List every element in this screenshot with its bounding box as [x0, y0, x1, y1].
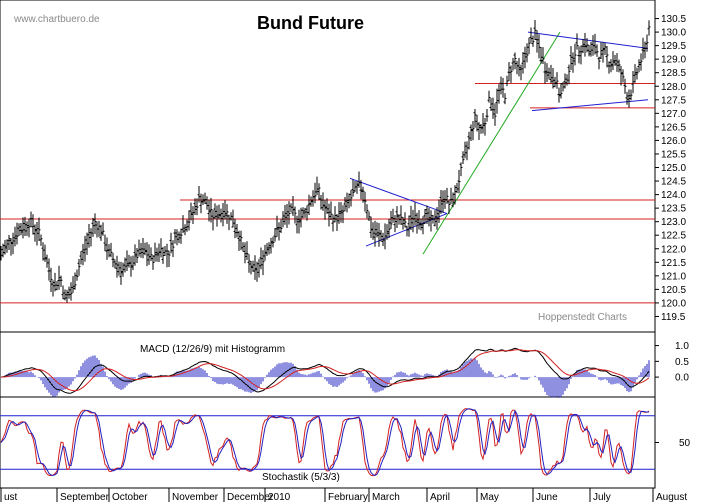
price-y-tick-label: 130.0 — [661, 28, 686, 39]
stoch-y-tick-label: 50 — [679, 438, 691, 449]
x-tick-label: October — [112, 492, 148, 502]
macd-signal-line — [0, 349, 650, 392]
price-y-tick-label: 120.5 — [661, 285, 686, 296]
stoch-d-line — [0, 408, 650, 476]
x-tick-label: February — [328, 492, 368, 502]
macd-y-tick-label: 0.5 — [675, 357, 689, 368]
x-tick-label: April — [430, 492, 450, 502]
price-y-tick-label: 125.5 — [661, 149, 686, 160]
x-tick-label: June — [536, 492, 558, 502]
price-y-tick-label: 125.0 — [661, 163, 686, 174]
x-tick-label: December — [227, 492, 274, 502]
x-tick-label: 2010 — [268, 492, 291, 502]
price-panel-frame — [0, 0, 656, 333]
price-panel — [0, 19, 655, 304]
macd-y-tick-label: 0.0 — [675, 373, 689, 384]
price-y-tick-label: 123.5 — [661, 204, 686, 215]
macd-y-tick-label: 1.0 — [675, 341, 689, 352]
price-y-tick-label: 128.0 — [661, 82, 686, 93]
price-y-tick-label: 128.5 — [661, 68, 686, 79]
stoch-k-line — [0, 408, 650, 477]
price-y-tick-label: 127.5 — [661, 95, 686, 106]
x-tick-label: March — [372, 492, 400, 502]
price-y-tick-label: 119.5 — [661, 312, 686, 323]
trend-line-2 — [422, 31, 561, 255]
x-tick-label: September — [60, 492, 110, 502]
price-y-tick-label: 121.5 — [661, 258, 686, 269]
price-y-tick-label: 120.0 — [661, 298, 686, 309]
price-y-tick-label: 126.0 — [661, 136, 686, 147]
price-y-tick-label: 123.0 — [661, 217, 686, 228]
macd-title: MACD (12/26/9) mit Histogramm — [140, 344, 285, 355]
price-y-tick-label: 126.5 — [661, 122, 686, 133]
trend-line-3 — [527, 31, 649, 49]
x-tick-label: August — [656, 492, 687, 502]
price-y-tick-label: 130.5 — [661, 14, 686, 25]
watermark: www.chartbuero.de — [13, 14, 100, 25]
x-tick-label: November — [172, 492, 219, 502]
chart-title: Bund Future — [257, 13, 364, 33]
price-y-tick-label: 127.0 — [661, 109, 686, 120]
price-y-tick-label: 122.0 — [661, 244, 686, 255]
credit-label: Hoppenstedt Charts — [538, 312, 627, 323]
trend-line-4 — [531, 99, 649, 112]
x-tick-label: May — [480, 492, 499, 502]
price-y-tick-label: 124.0 — [661, 190, 686, 201]
axis-ticks: 119.5 120.0 120.5 121.0 121.5 122.0 122.5 123.0… — [0, 14, 687, 502]
price-y-tick-label: 124.5 — [661, 177, 686, 188]
trend-line-0 — [349, 177, 448, 215]
x-tick-label: ust — [4, 492, 18, 502]
price-y-tick-label: 129.0 — [661, 55, 686, 66]
macd-line — [0, 347, 650, 394]
x-tick-label: July — [593, 492, 611, 502]
price-y-tick-label: 122.5 — [661, 231, 686, 242]
stoch-title: Stochastik (5/3/3) — [262, 472, 340, 483]
macd-panel: 1.0 0.5 0.0 — [0, 341, 689, 398]
price-y-tick-label: 129.5 — [661, 41, 686, 52]
stochastic-panel: 50 — [0, 408, 691, 477]
price-y-tick-label: 121.0 — [661, 271, 686, 282]
